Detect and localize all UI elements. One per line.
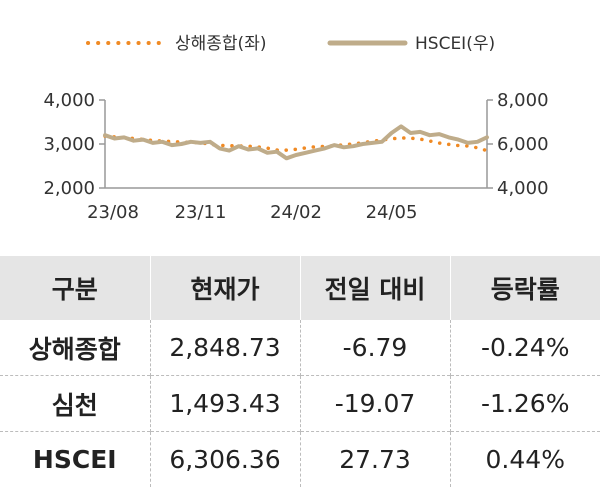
chart-area: 상해종합(좌) HSCEI(우) 4,000 3,000 2,000 8,000 6,00… — [0, 0, 600, 250]
legend-label: HSCEI(우) — [415, 34, 495, 54]
cell-price: 1,493.43 — [150, 376, 300, 432]
legend-label: 상해종합(좌) — [175, 34, 266, 54]
x-tick-label: 23/08 — [87, 202, 139, 223]
cell-change-rate: -0.24% — [450, 320, 600, 376]
y-left-tick-label: 4,000 — [43, 90, 95, 111]
y-right-tick-label: 4,000 — [497, 178, 549, 199]
plot-area — [105, 126, 487, 158]
table-row: 심천 1,493.43 -19.07 -1.26% — [0, 376, 600, 432]
y-left-tick-label: 3,000 — [43, 134, 95, 155]
header-change: 전일 대비 — [300, 256, 450, 320]
header-price: 현재가 — [150, 256, 300, 320]
table-header-row: 구분 현재가 전일 대비 등락률 — [0, 256, 600, 320]
table-row: 상해종합 2,848.73 -6.79 -0.24% — [0, 320, 600, 376]
row-label: 심천 — [0, 376, 150, 432]
header-change-rate: 등락률 — [450, 256, 600, 320]
y-left-tick-label: 2,000 — [43, 178, 95, 199]
cell-change: -19.07 — [300, 376, 450, 432]
x-tick-label: 24/02 — [270, 202, 322, 223]
cell-price: 2,848.73 — [150, 320, 300, 376]
cell-change-rate: -1.26% — [450, 376, 600, 432]
cell-change: -6.79 — [300, 320, 450, 376]
line-chart: 상해종합(좌) HSCEI(우) 4,000 3,000 2,000 8,000 6,00… — [0, 0, 600, 250]
x-tick-label: 23/11 — [175, 202, 227, 223]
table-row: HSCEI 6,306.36 27.73 0.44% — [0, 432, 600, 487]
y-right-tick-label: 6,000 — [497, 134, 549, 155]
row-label: 상해종합 — [0, 320, 150, 376]
cell-change-rate: 0.44% — [450, 432, 600, 487]
quote-table: 구분 현재가 전일 대비 등락률 상해종합 2,848.73 -6.79 -0.… — [0, 256, 600, 487]
cell-price: 6,306.36 — [150, 432, 300, 487]
cell-change: 27.73 — [300, 432, 450, 487]
row-label: HSCEI — [0, 432, 150, 487]
y-right-tick-label: 8,000 — [497, 90, 549, 111]
header-category: 구분 — [0, 256, 150, 320]
legend: 상해종합(좌) HSCEI(우) — [88, 34, 495, 54]
x-tick-label: 24/05 — [366, 202, 418, 223]
